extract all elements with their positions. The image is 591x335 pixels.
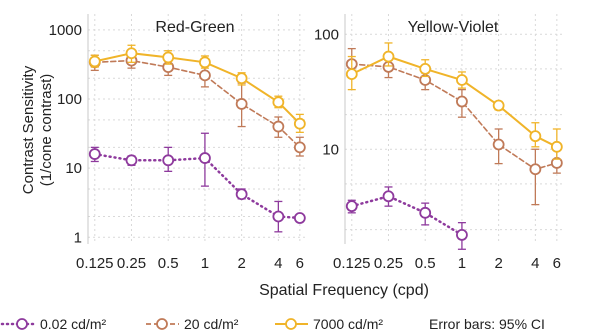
legend-item-2: 7000 cd/m² bbox=[275, 316, 383, 332]
series-line bbox=[94, 59, 301, 149]
data-point bbox=[456, 74, 468, 86]
data-point bbox=[293, 141, 306, 154]
legend-note: Error bars: 95% CI bbox=[429, 316, 545, 332]
data-point bbox=[345, 68, 358, 81]
data-point bbox=[382, 50, 395, 63]
x-tick-label: 0.125 bbox=[76, 255, 114, 272]
y-tick-label: 10 bbox=[65, 160, 82, 177]
x-tick-label: 6 bbox=[296, 255, 304, 272]
legend: 0.02 cd/m² 20 cd/m² 7000 cd/m² Error bar… bbox=[0, 316, 545, 332]
data-point bbox=[456, 95, 468, 108]
data-point bbox=[293, 117, 306, 130]
legend-item-1: 20 cd/m² bbox=[146, 316, 239, 332]
x-tick-label: 0.5 bbox=[158, 255, 179, 272]
legend-label: 20 cd/m² bbox=[184, 316, 239, 332]
data-point bbox=[492, 138, 505, 151]
x-tick-label: 2 bbox=[237, 255, 245, 272]
x-tick-label: 0.5 bbox=[415, 255, 436, 272]
y-axis-label: Contrast Sensitivity (1/cone contrast) bbox=[20, 65, 55, 194]
x-tick-label: 0.25 bbox=[374, 255, 403, 272]
data-point bbox=[125, 154, 138, 167]
legend-label: 7000 cd/m² bbox=[313, 316, 383, 332]
data-point bbox=[88, 55, 101, 68]
y-tick-label: 100 bbox=[314, 26, 339, 43]
data-point bbox=[162, 51, 175, 64]
x-axis-label: Spatial Frequency (cpd) bbox=[259, 282, 429, 299]
y-tick-label: 10 bbox=[322, 141, 339, 158]
x-tick-label: 4 bbox=[531, 255, 539, 272]
data-point bbox=[199, 152, 211, 164]
data-point bbox=[125, 47, 138, 60]
data-point bbox=[272, 120, 285, 133]
y-axis-label-line1: Contrast Sensitivity bbox=[20, 65, 37, 194]
y-tick-label: 1000 bbox=[49, 22, 82, 39]
legend-label: 0.02 cd/m² bbox=[40, 316, 106, 332]
data-point bbox=[235, 188, 248, 201]
series-line bbox=[351, 63, 558, 171]
x-tick-label: 4 bbox=[274, 255, 282, 272]
data-point bbox=[529, 130, 542, 143]
series-0 bbox=[88, 132, 306, 233]
panel-title-red-green: Red-Green bbox=[155, 19, 234, 36]
legend-swatch-marker bbox=[285, 318, 297, 330]
series-line bbox=[93, 152, 302, 220]
series-line bbox=[93, 52, 301, 125]
legend-swatch-marker bbox=[156, 318, 168, 330]
series-1 bbox=[88, 53, 306, 157]
data-point bbox=[492, 99, 505, 112]
data-point bbox=[419, 62, 432, 75]
data-point bbox=[88, 148, 101, 160]
legend-item-0: 0.02 cd/m² bbox=[0, 316, 106, 332]
x-tick-label: 1 bbox=[458, 255, 466, 272]
panel-yellow-violet: Yellow-Violet 10 100 0.125 0.25 0.5 1 2 4 6 bbox=[314, 14, 565, 272]
series-2 bbox=[88, 44, 306, 133]
y-tick-label: 1 bbox=[74, 229, 82, 246]
series-0 bbox=[345, 186, 468, 250]
data-point bbox=[550, 140, 563, 153]
panel-red-green: Red-Green 1 10 100 1000 0.125 0.25 0.5 1 2 4 6 bbox=[49, 14, 308, 272]
panel-title-yellow-violet: Yellow-Violet bbox=[408, 19, 499, 36]
data-point bbox=[235, 98, 248, 110]
data-point bbox=[235, 72, 248, 85]
x-tick-label: 1 bbox=[201, 255, 209, 272]
series-line bbox=[350, 55, 558, 148]
x-tick-label: 2 bbox=[494, 255, 502, 272]
series-2 bbox=[345, 42, 563, 160]
data-point bbox=[456, 228, 468, 241]
data-point bbox=[199, 69, 211, 82]
data-point bbox=[199, 56, 211, 69]
y-axis-label-line2: (1/cone contrast) bbox=[38, 74, 55, 187]
y-tick-label: 100 bbox=[57, 91, 82, 108]
data-point bbox=[529, 163, 542, 176]
series-line bbox=[350, 194, 464, 237]
data-point bbox=[293, 212, 306, 224]
series-1 bbox=[345, 47, 563, 206]
x-tick-label: 0.25 bbox=[117, 255, 146, 272]
data-point bbox=[272, 96, 285, 109]
x-tick-label: 6 bbox=[553, 255, 561, 272]
legend-swatch-marker bbox=[16, 318, 28, 330]
data-point bbox=[345, 200, 358, 213]
data-point bbox=[382, 190, 395, 203]
data-point bbox=[272, 210, 285, 223]
data-point bbox=[419, 206, 432, 219]
x-tick-label: 0.125 bbox=[333, 255, 371, 272]
data-point bbox=[162, 154, 175, 167]
